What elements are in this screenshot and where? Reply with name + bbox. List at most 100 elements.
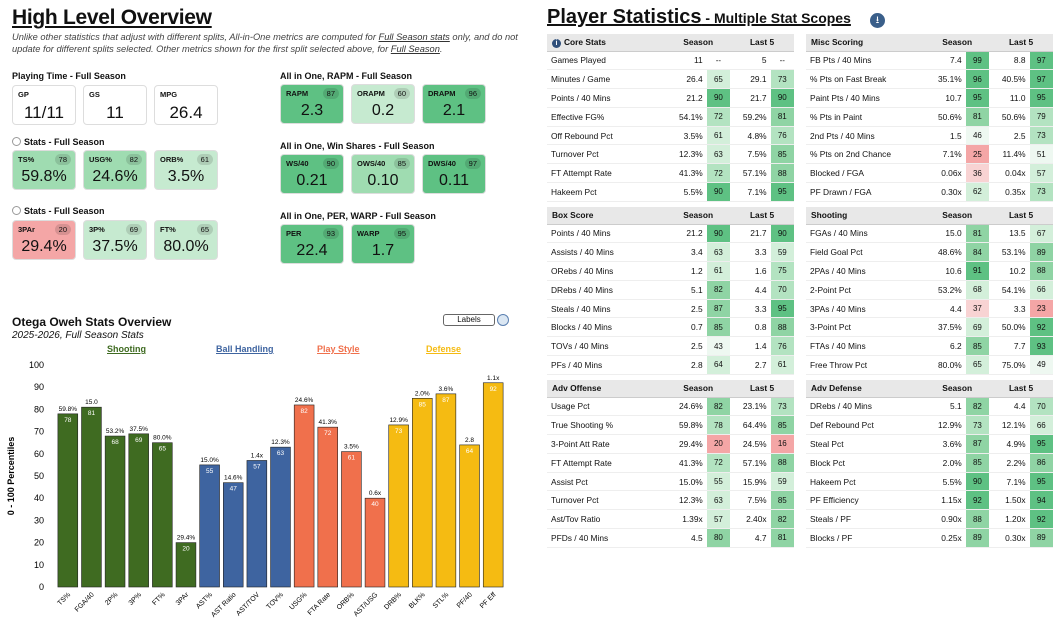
last5-percentile: 73: [770, 397, 794, 417]
stat-name: Off Rebound Pct: [547, 126, 667, 146]
last5-value: 4.7: [730, 528, 771, 548]
table-row: 3-Point Att Rate 29.4% 20 24.5% 16: [547, 434, 794, 454]
bar-USG%[interactable]: [293, 404, 315, 588]
last5-header: Last 5: [730, 34, 794, 52]
season-value: 7.4: [925, 51, 966, 71]
last5-percentile: 76: [770, 336, 794, 357]
x-tick-label: 3P%: [128, 591, 143, 606]
stat-name: Blocks / PF: [806, 528, 926, 548]
season-percentile: 78: [706, 415, 731, 436]
bar-AST/USG[interactable]: [364, 497, 386, 588]
bar-value-label: 47: [230, 486, 238, 493]
stats2-label[interactable]: Stats - Full Season: [12, 206, 105, 216]
bar-FGA/40[interactable]: [81, 406, 102, 588]
bar-ORB%[interactable]: [341, 451, 362, 588]
labels-button[interactable]: Labels: [443, 314, 495, 326]
table-title: Adv Offense: [547, 380, 667, 398]
metric-value: 24.6%: [92, 168, 138, 185]
last5-value: 3.3: [730, 242, 771, 263]
last5-value: 57.1%: [730, 163, 771, 184]
labels-toggle[interactable]: [497, 314, 509, 326]
gp-value: 11/11: [23, 103, 65, 122]
stat-name: FB Pts / 40 Mins: [806, 51, 926, 71]
stat-name: 2nd Pts / 40 Mins: [806, 126, 926, 146]
bar-3PAr[interactable]: [175, 542, 197, 588]
table-row: PF Drawn / FGA 0.30x 62 0.35x 73: [806, 182, 1053, 202]
season-percentile: 69: [965, 317, 990, 338]
gs-label: GS: [89, 90, 100, 99]
metric-label: ORAPM: [357, 89, 385, 98]
metric-label: RAPM: [286, 89, 309, 98]
stat-name: Field Goal Pct: [806, 242, 926, 263]
bar-FT%[interactable]: [152, 442, 173, 588]
bar-2P%[interactable]: [104, 435, 126, 588]
bar-value-label: 69: [135, 437, 143, 444]
stats-table-core-stats: i Core Stats Season Last 5 Games Played 11 -- 5…: [547, 34, 794, 202]
percentile-badge: 96: [464, 88, 481, 99]
stats1-box-0: TS% 78 59.8%: [12, 150, 76, 190]
table-row: Turnover Pct 12.3% 63 7.5% 85: [547, 490, 794, 511]
season-value: 41.3%: [666, 163, 707, 184]
stats-table-adv-defense: Adv Defense Season Last 5 DRebs / 40 Mins 5.…: [806, 380, 1053, 548]
season-value: 1.15x: [925, 490, 966, 511]
bar-TS%[interactable]: [57, 413, 79, 588]
last5-value: 21.7: [730, 88, 771, 108]
stat-name: Paint Pts / 40 Mins: [806, 88, 926, 108]
bar-FTA Rate[interactable]: [317, 426, 338, 588]
last5-percentile: 86: [1029, 453, 1053, 473]
last5-value: 15.9%: [730, 472, 771, 492]
last5-value: 29.1: [730, 69, 771, 90]
season-percentile: 90: [706, 182, 731, 202]
bar-3P%[interactable]: [128, 433, 149, 588]
bar-AST/TOV[interactable]: [246, 460, 268, 588]
stats1-label[interactable]: Stats - Full Season: [12, 137, 105, 147]
season-percentile: 82: [965, 397, 990, 417]
x-tick-label: FTA Rate: [307, 591, 333, 617]
last5-value: 1.50x: [989, 490, 1030, 511]
season-value: 29.4%: [666, 434, 707, 454]
season-value: 0.06x: [925, 163, 966, 184]
last5-percentile: 59: [770, 472, 794, 492]
metric-value: 37.5%: [92, 238, 138, 255]
bar-STL%[interactable]: [435, 393, 457, 588]
per-box-1: WARP 95 1.7: [351, 224, 415, 264]
bar-AST Ratio[interactable]: [223, 482, 244, 588]
metric-value: 80.0%: [163, 238, 209, 255]
bar-AST%[interactable]: [199, 464, 220, 588]
table-row: Turnover Pct 12.3% 63 7.5% 85: [547, 144, 794, 165]
last5-percentile: 57: [1029, 163, 1053, 184]
full-season-stats-link[interactable]: Full Season stats: [378, 32, 450, 42]
bar-PF/40[interactable]: [459, 444, 480, 588]
season-percentile: --: [706, 51, 731, 71]
info-icon[interactable]: i: [552, 38, 561, 48]
bar-raw-label: 15.0%: [200, 457, 219, 464]
last5-value: 3.3: [989, 299, 1030, 319]
bar-TOV%[interactable]: [270, 446, 291, 588]
percentile-bar-chart: 0 10 20 30 40 50 60 70 80 90 100 0 - 100 Percentile…: [6, 360, 504, 619]
season-percentile: 65: [965, 355, 990, 375]
stat-name: 3-Point Pct: [806, 317, 926, 338]
download-icon[interactable]: ⭳: [870, 13, 885, 28]
last5-value: 4.4: [730, 280, 771, 300]
last5-percentile: 93: [1029, 336, 1053, 357]
metric-value: 0.2: [371, 102, 395, 119]
bar-DRB%[interactable]: [388, 424, 409, 588]
season-percentile: 64: [706, 355, 731, 375]
season-percentile: 92: [965, 490, 990, 511]
full-season-link[interactable]: Full Season: [390, 44, 440, 54]
radio-icon[interactable]: [12, 137, 21, 146]
metric-value: 0.21: [296, 172, 328, 189]
season-value: 5.5%: [666, 182, 707, 202]
last5-value: 24.5%: [730, 434, 771, 454]
season-percentile: 73: [965, 415, 990, 436]
season-percentile: 80: [706, 528, 731, 548]
last5-percentile: 66: [1029, 280, 1053, 300]
season-value: 0.30x: [925, 182, 966, 202]
season-value: 37.5%: [925, 317, 966, 338]
bar-BLK%[interactable]: [412, 397, 433, 588]
season-percentile: 88: [965, 509, 990, 530]
note-text-c: .: [439, 44, 443, 54]
bar-PF Eff[interactable]: [482, 382, 504, 588]
radio-icon[interactable]: [12, 206, 21, 215]
last5-percentile: 97: [1029, 51, 1053, 71]
